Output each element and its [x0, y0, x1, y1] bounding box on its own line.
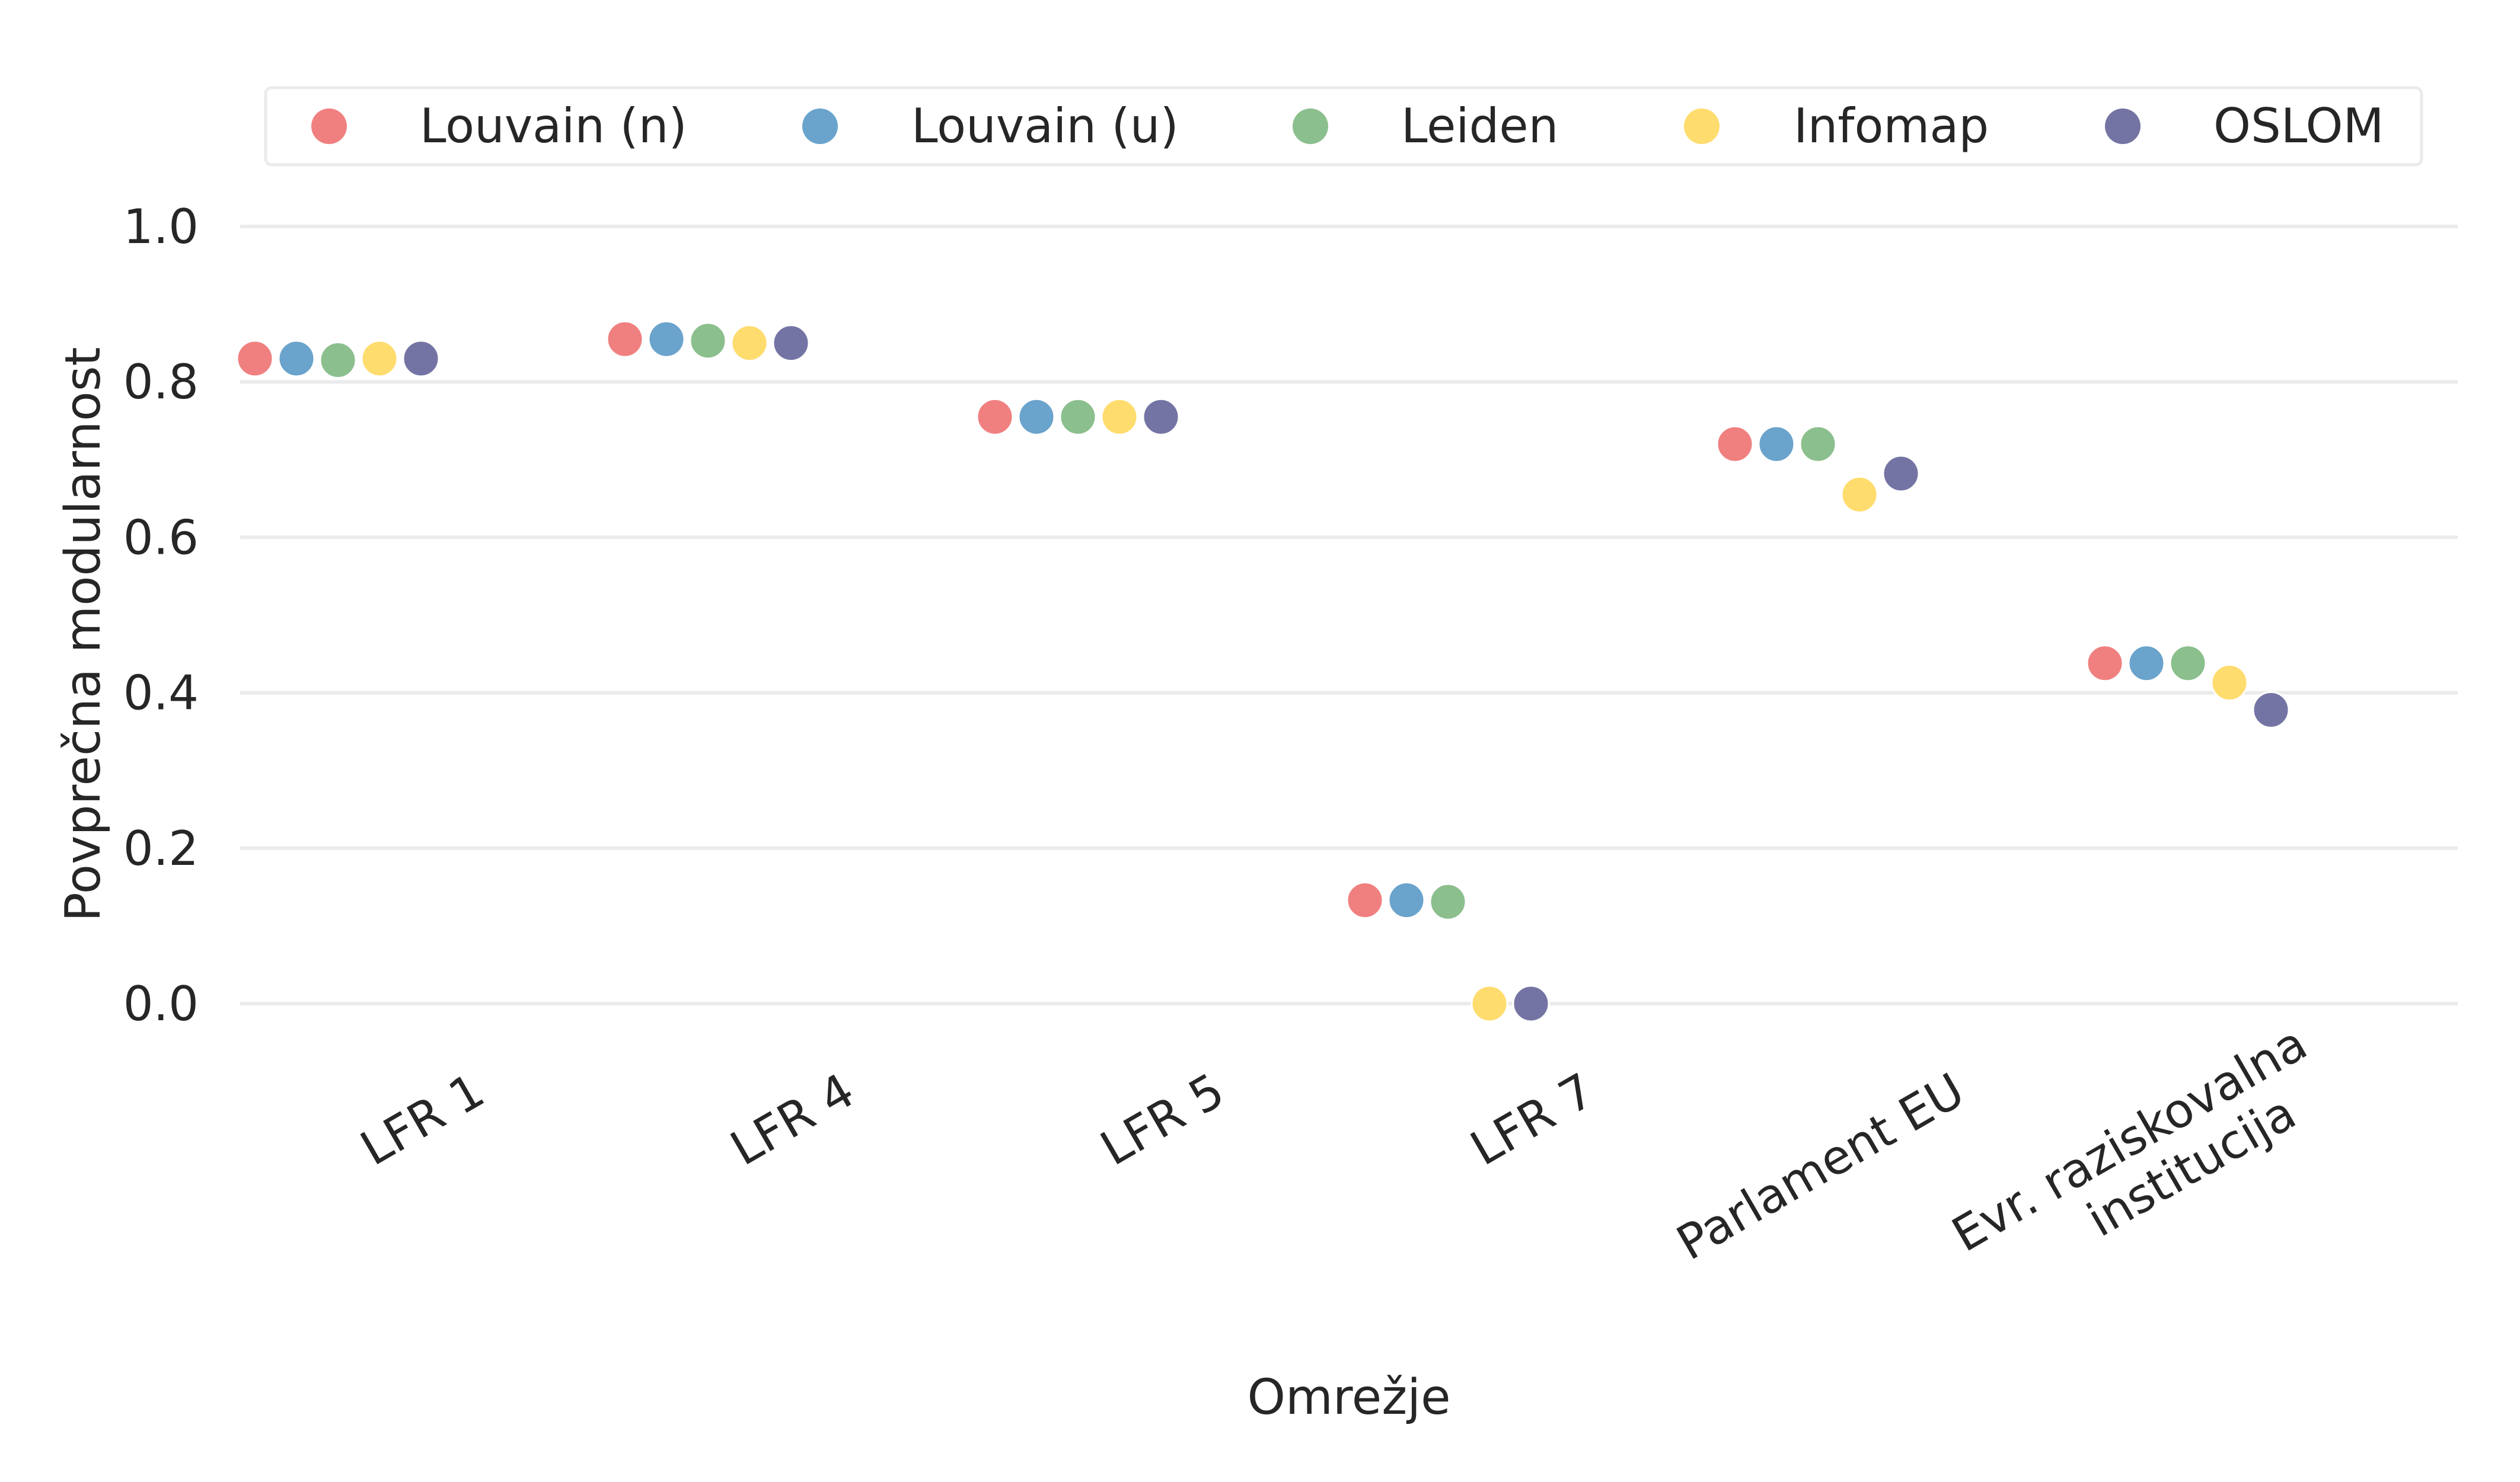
data-point: [2252, 691, 2290, 729]
x-tick-label: LFR 4: [722, 1063, 863, 1177]
y-tick-label: 0.2: [123, 821, 199, 876]
data-point: [236, 340, 274, 378]
y-tick-labels: 0.0 0.2 0.4 0.6 0.8 1.0: [123, 199, 199, 1031]
legend-item: OSLOM: [2105, 98, 2384, 154]
legend-marker: [2105, 108, 2141, 144]
data-point: [1142, 398, 1180, 436]
data-point: [361, 340, 398, 378]
data-point: [1716, 425, 1754, 463]
x-tick-label: LFR 5: [1092, 1063, 1233, 1177]
legend-item: Louvain (n): [311, 98, 687, 154]
data-point: [277, 340, 315, 378]
data-point: [402, 340, 440, 378]
data-point: [1512, 985, 1550, 1023]
data-point: [772, 324, 810, 362]
data-point: [1757, 425, 1795, 463]
x-tick-label-line: LFR 4: [722, 1063, 863, 1177]
data-point: [1840, 475, 1878, 513]
data-point: [1429, 883, 1467, 921]
y-tick-label: 0.8: [123, 354, 199, 410]
legend-box: [264, 86, 2423, 167]
legend-label: Infomap: [1794, 98, 1989, 154]
data-point: [2169, 644, 2207, 682]
x-tick-label: LFR 7: [1462, 1063, 1603, 1177]
legend-marker: [1293, 108, 1328, 144]
data-point: [1799, 425, 1837, 463]
y-tick-label: 0.4: [123, 666, 199, 721]
data-point: [1017, 398, 1055, 436]
data-point: [689, 322, 727, 360]
x-axis-title: Omrežje: [1247, 1369, 1450, 1426]
grid-lines: [240, 225, 2458, 1005]
data-points: [236, 320, 2290, 1023]
legend-label: OSLOM: [2213, 98, 2384, 154]
data-point: [1059, 398, 1097, 436]
x-tick-label-line: Parlament EU: [1667, 1063, 1973, 1271]
data-point: [2127, 644, 2165, 682]
y-tick-label: 1.0: [123, 199, 199, 254]
legend: Louvain (n) Louvain (u) Leiden Infomap OSLOM: [264, 86, 2423, 167]
legend-item: Louvain (u): [802, 98, 1179, 154]
data-point: [647, 320, 685, 358]
legend-marker: [1684, 108, 1720, 144]
data-point: [1100, 398, 1138, 436]
data-point: [976, 398, 1014, 436]
x-tick-label: LFR 1: [352, 1063, 493, 1177]
legend-marker: [311, 108, 347, 144]
data-point: [2210, 664, 2248, 702]
data-point: [1470, 985, 1508, 1023]
legend-marker: [802, 108, 838, 144]
y-axis-title: Povprečna modularnost: [55, 347, 111, 921]
data-point: [1387, 881, 1425, 919]
y-tick-label: 0.0: [123, 976, 199, 1031]
legend-item: Infomap: [1684, 98, 1989, 154]
data-point: [731, 324, 768, 362]
x-tick-label-line: LFR 5: [1092, 1063, 1233, 1177]
x-tick-label-line: LFR 7: [1462, 1063, 1603, 1177]
data-point: [319, 341, 357, 379]
data-point: [1346, 881, 1384, 919]
legend-label: Louvain (n): [420, 98, 687, 154]
x-tick-label-line: LFR 1: [352, 1063, 493, 1177]
data-point: [2086, 644, 2124, 682]
data-point: [1882, 455, 1920, 493]
legend-label: Louvain (u): [911, 98, 1179, 154]
legend-label: Leiden: [1401, 98, 1558, 154]
y-tick-label: 0.6: [123, 510, 199, 565]
data-point: [606, 320, 644, 358]
legend-item: Leiden: [1293, 98, 1558, 154]
x-tick-label: Parlament EU: [1667, 1063, 1973, 1271]
